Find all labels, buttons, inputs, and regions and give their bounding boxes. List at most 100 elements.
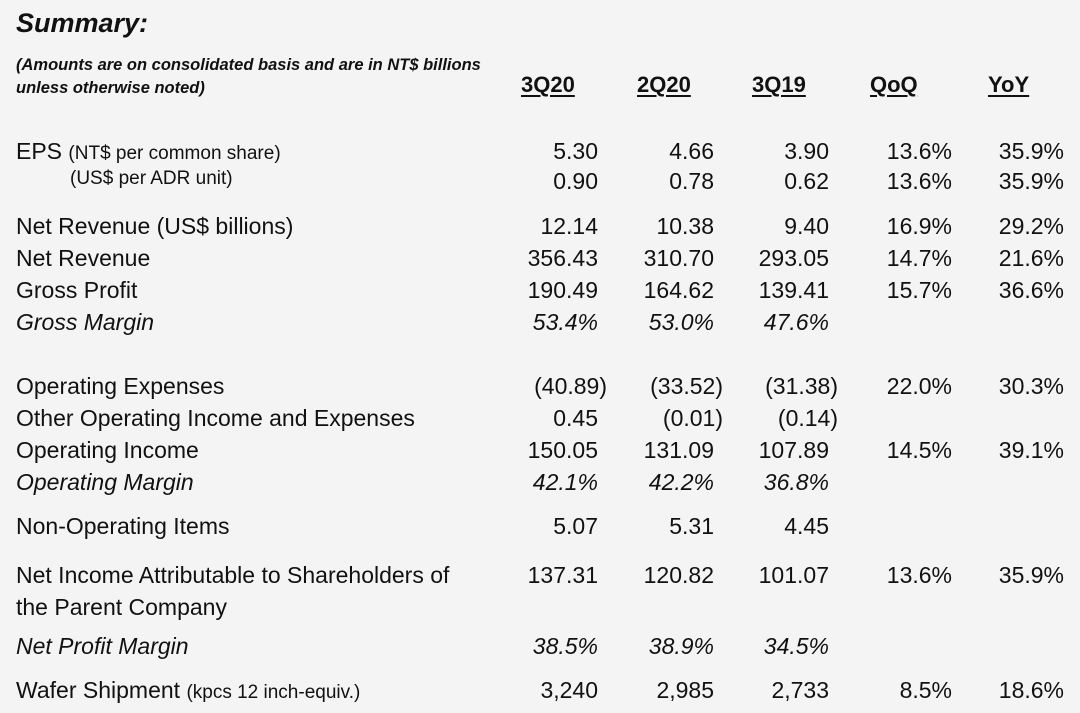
cell-yoy: 21.6%	[998, 245, 1064, 271]
cell-qoq: 15.7%	[886, 277, 952, 303]
cell-qoq: 13.6%	[886, 138, 952, 164]
cell-yoy: 30.3%	[998, 373, 1064, 399]
cell-yoy: 36.6%	[998, 277, 1064, 303]
cell-3q19: 3.90	[784, 138, 829, 164]
cell-qoq: 22.0%	[886, 373, 952, 399]
cell-3q19: 47.6%	[763, 309, 829, 335]
row-label: Operating Expenses	[16, 373, 225, 399]
cell-3q20: 137.31	[527, 562, 598, 588]
cell-3q20: 3,240	[540, 677, 598, 703]
table-row: Other Operating Income and Expenses 0.45…	[0, 405, 1080, 437]
row-label: Wafer Shipment (kpcs 12 inch-equiv.)	[16, 677, 360, 704]
row-label: Gross Margin	[16, 309, 155, 335]
row-label: Operating Income	[16, 437, 199, 463]
column-header-2q20: 2Q20	[637, 72, 691, 97]
table-row: EPS (NT$ per common share) 5.30 4.66 3.9…	[0, 138, 1080, 170]
row-label: Net Revenue (US$ billions)	[16, 213, 294, 239]
cell-2q20: 310.70	[643, 245, 714, 271]
row-label: Gross Profit	[16, 277, 138, 303]
column-header-yoy: YoY	[988, 72, 1030, 97]
cell-yoy: 35.9%	[998, 138, 1064, 164]
cell-3q20: 53.4%	[532, 309, 598, 335]
cell-2q20: 38.9%	[648, 633, 714, 659]
cell-2q20: 131.09	[643, 437, 714, 463]
cell-3q19: 101.07	[758, 562, 829, 588]
cell-3q19: 36.8%	[763, 469, 829, 495]
row-label: Net Profit Margin	[16, 633, 189, 659]
cell-3q19: 4.45	[784, 513, 829, 539]
cell-2q20: (0.01)	[662, 405, 723, 431]
cell-3q19: 107.89	[758, 437, 829, 463]
column-header-qoq: QoQ	[870, 72, 918, 97]
cell-yoy: 39.1%	[998, 437, 1064, 463]
cell-3q20: 12.14	[540, 213, 598, 239]
cell-2q20: 2,985	[656, 677, 714, 703]
cell-2q20: 5.31	[669, 513, 714, 539]
cell-2q20: (33.52)	[650, 373, 723, 399]
page-title: Summary:	[16, 8, 149, 38]
table-row: Net Revenue 356.43 310.70 293.05 14.7% 2…	[0, 245, 1080, 277]
column-header-3q19: 3Q19	[752, 72, 806, 97]
cell-2q20: 120.82	[643, 562, 714, 588]
cell-2q20: 0.78	[669, 168, 714, 194]
cell-2q20: 42.2%	[648, 469, 714, 495]
row-label: (US$ per ADR unit)	[70, 168, 233, 189]
cell-3q20: (40.89)	[534, 373, 607, 399]
cell-yoy: 18.6%	[998, 677, 1064, 703]
cell-3q19: 0.62	[784, 168, 829, 194]
table-row: Net Income Attributable to Shareholders …	[0, 562, 1080, 594]
cell-qoq: 14.7%	[886, 245, 952, 271]
row-label-main: EPS	[16, 138, 63, 164]
cell-3q19: (0.14)	[777, 405, 838, 431]
row-label-sub: (kpcs 12 inch-equiv.)	[186, 682, 361, 703]
cell-3q20: 5.30	[553, 138, 598, 164]
cell-2q20: 4.66	[669, 138, 714, 164]
units-note: (Amounts are on consolidated basis and a…	[16, 56, 481, 97]
cell-2q20: 10.38	[656, 213, 714, 239]
table-row: Operating Expenses (40.89) (33.52) (31.3…	[0, 373, 1080, 405]
cell-3q20: 42.1%	[532, 469, 598, 495]
cell-3q19: (31.38)	[765, 373, 838, 399]
table-row: Net Revenue (US$ billions) 12.14 10.38 9…	[0, 213, 1080, 245]
cell-3q19: 34.5%	[763, 633, 829, 659]
row-label: EPS (NT$ per common share)	[16, 138, 281, 165]
table-row: Non-Operating Items 5.07 5.31 4.45	[0, 513, 1080, 545]
row-label: Non-Operating Items	[16, 513, 230, 539]
row-label: Operating Margin	[16, 469, 194, 495]
cell-3q20: 356.43	[527, 245, 598, 271]
cell-yoy: 29.2%	[998, 213, 1064, 239]
cell-3q19: 139.41	[758, 277, 829, 303]
row-label-main: Wafer Shipment	[16, 677, 181, 703]
table-row-continuation: the Parent Company	[0, 594, 1080, 626]
table-row: (US$ per ADR unit) 0.90 0.78 0.62 13.6% …	[0, 168, 1080, 200]
row-label: Other Operating Income and Expenses	[16, 405, 415, 431]
cell-3q19: 9.40	[784, 213, 829, 239]
cell-3q19: 293.05	[758, 245, 829, 271]
cell-3q19: 2,733	[771, 677, 829, 703]
cell-3q20: 38.5%	[532, 633, 598, 659]
row-label: Net Income Attributable to Shareholders …	[16, 562, 450, 588]
row-label-sub: (NT$ per common share)	[68, 143, 281, 164]
cell-2q20: 53.0%	[648, 309, 714, 335]
cell-3q20: 190.49	[527, 277, 598, 303]
table-row: Net Profit Margin 38.5% 38.9% 34.5%	[0, 633, 1080, 665]
row-label: Net Revenue	[16, 245, 151, 271]
table-row: Operating Margin 42.1% 42.2% 36.8%	[0, 469, 1080, 501]
cell-3q20: 5.07	[553, 513, 598, 539]
cell-qoq: 8.5%	[899, 677, 952, 703]
row-label-line2: the Parent Company	[16, 594, 227, 620]
cell-3q20: 150.05	[527, 437, 598, 463]
cell-qoq: 13.6%	[886, 562, 952, 588]
table-row: Wafer Shipment (kpcs 12 inch-equiv.) 3,2…	[0, 677, 1080, 709]
cell-3q20: 0.45	[553, 405, 598, 431]
cell-qoq: 16.9%	[886, 213, 952, 239]
cell-2q20: 164.62	[643, 277, 714, 303]
table-row: Gross Profit 190.49 164.62 139.41 15.7% …	[0, 277, 1080, 309]
cell-qoq: 13.6%	[886, 168, 952, 194]
cell-yoy: 35.9%	[998, 168, 1064, 194]
cell-yoy: 35.9%	[998, 562, 1064, 588]
table-row: Operating Income 150.05 131.09 107.89 14…	[0, 437, 1080, 469]
cell-3q20: 0.90	[553, 168, 598, 194]
table-row: Gross Margin 53.4% 53.0% 47.6%	[0, 309, 1080, 341]
column-header-3q20: 3Q20	[521, 72, 575, 97]
